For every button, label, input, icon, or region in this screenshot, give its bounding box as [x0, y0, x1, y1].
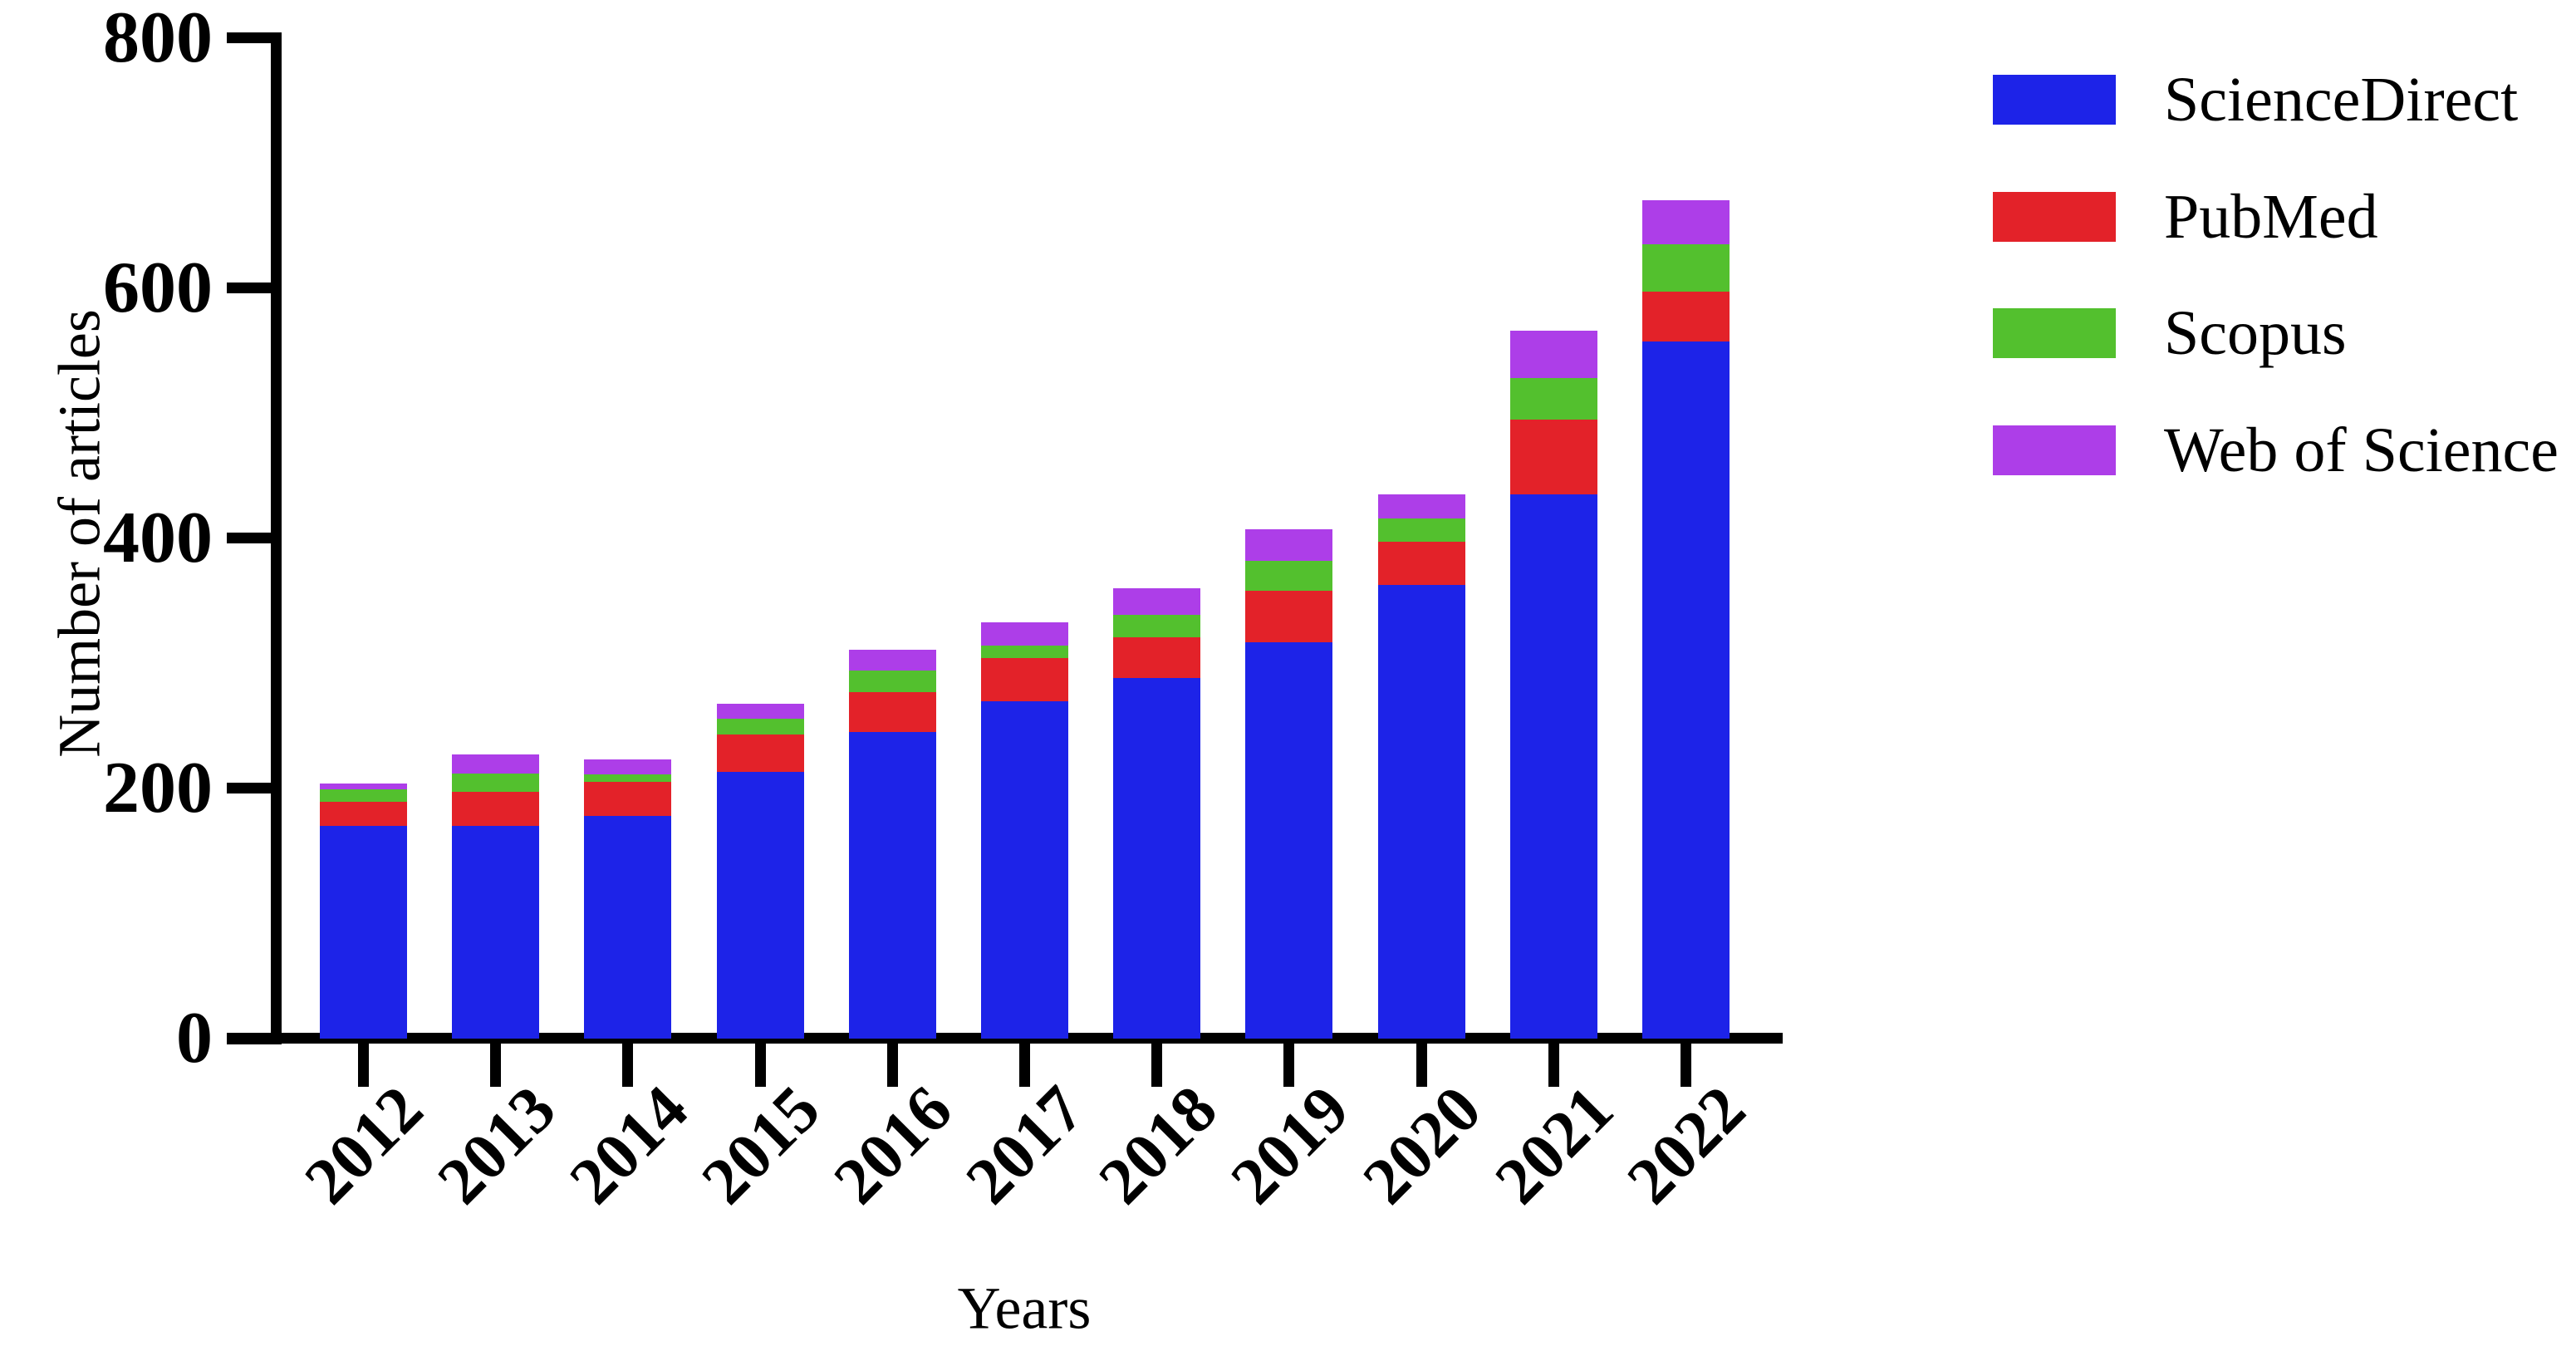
bar-2015-segment-pubmed [716, 734, 804, 773]
x-tick-mark [1283, 1044, 1295, 1087]
y-tick-label: 600 [103, 247, 213, 328]
legend-label-pubmed: PubMed [2164, 182, 2378, 252]
y-tick-mark [227, 783, 282, 794]
bar-2014-segment-web-of-science [584, 759, 672, 775]
bar-2012-segment-sciencedirect [319, 826, 407, 1039]
bar-2012 [319, 0, 407, 1039]
bar-2016-segment-scopus [848, 671, 936, 692]
bar-2017-segment-sciencedirect [980, 700, 1068, 1039]
bar-2015-segment-web-of-science [716, 703, 804, 719]
bar-2017-segment-scopus [980, 646, 1068, 659]
y-tick-mark [227, 32, 282, 44]
bar-2013-segment-web-of-science [452, 754, 540, 774]
bar-2015-segment-sciencedirect [716, 772, 804, 1039]
x-tick-mark [754, 1044, 766, 1087]
y-tick-label: 800 [103, 0, 213, 78]
bar-2021 [1509, 0, 1597, 1039]
bar-2012-segment-pubmed [319, 802, 407, 827]
bar-2022-segment-pubmed [1641, 292, 1730, 342]
bar-2013-segment-pubmed [452, 792, 540, 827]
y-tick-mark [227, 1033, 282, 1044]
bar-2021-segment-pubmed [1509, 419, 1597, 495]
legend-swatch-sciencedirect [1993, 75, 2116, 125]
bar-2019-segment-scopus [1245, 560, 1333, 592]
bar-2012-segment-scopus [319, 789, 407, 803]
bar-2014-segment-pubmed [584, 782, 672, 817]
legend-label-scopus: Scopus [2164, 298, 2347, 368]
bar-2018-segment-sciencedirect [1113, 678, 1201, 1039]
x-tick-mark [1018, 1044, 1030, 1087]
y-tick-label: 200 [103, 747, 213, 828]
bar-2022-segment-web-of-science [1641, 200, 1730, 245]
bar-2019-segment-pubmed [1245, 591, 1333, 642]
bar-2012-segment-web-of-science [319, 783, 407, 790]
x-tick-mark [1151, 1044, 1163, 1087]
bar-2022-segment-sciencedirect [1641, 341, 1730, 1039]
bar-2020-segment-sciencedirect [1377, 584, 1465, 1039]
x-tick-mark [1416, 1044, 1427, 1087]
bar-2016-segment-sciencedirect [848, 732, 936, 1039]
x-tick-mark [357, 1044, 369, 1087]
bar-2018-segment-web-of-science [1113, 588, 1201, 615]
y-tick-mark [227, 533, 282, 544]
bar-2016-segment-web-of-science [848, 649, 936, 671]
x-tick-mark [1680, 1044, 1691, 1087]
bar-2014-segment-scopus [584, 774, 672, 783]
bar-2022-segment-scopus [1641, 244, 1730, 292]
legend-swatch-web-of-science [1993, 425, 2116, 475]
bar-2021-segment-web-of-science [1509, 330, 1597, 379]
legend-label-sciencedirect: ScienceDirect [2164, 65, 2519, 135]
bar-2019-segment-web-of-science [1245, 529, 1333, 561]
bar-2019 [1245, 0, 1333, 1039]
bar-2018 [1113, 0, 1201, 1039]
bar-2018-segment-pubmed [1113, 636, 1201, 679]
bar-2014-segment-sciencedirect [584, 816, 672, 1039]
bar-2014 [584, 0, 672, 1039]
legend-swatch-scopus [1993, 308, 2116, 358]
legend-swatch-pubmed [1993, 192, 2116, 242]
y-tick-mark [227, 282, 282, 294]
x-tick-mark [490, 1044, 502, 1087]
bar-2021-segment-scopus [1509, 378, 1597, 420]
x-tick-mark [886, 1044, 898, 1087]
bar-2017-segment-pubmed [980, 658, 1068, 701]
bar-2020-segment-web-of-science [1377, 494, 1465, 518]
bar-2013 [452, 0, 540, 1039]
bar-2020-segment-pubmed [1377, 542, 1465, 585]
bar-2020 [1377, 0, 1465, 1039]
bar-2016-segment-pubmed [848, 691, 936, 733]
bar-2021-segment-sciencedirect [1509, 494, 1597, 1039]
x-tick-mark [622, 1044, 634, 1087]
bar-2013-segment-scopus [452, 773, 540, 793]
bar-2015-segment-scopus [716, 718, 804, 735]
y-tick-label: 400 [103, 497, 213, 578]
bar-2015 [716, 0, 804, 1039]
bar-2013-segment-sciencedirect [452, 826, 540, 1039]
bar-2022 [1641, 0, 1730, 1039]
bar-2017 [980, 0, 1068, 1039]
bar-2020-segment-scopus [1377, 518, 1465, 543]
bar-2018-segment-scopus [1113, 614, 1201, 637]
bar-2017-segment-web-of-science [980, 622, 1068, 646]
legend-label-web-of-science: Web of Science [2164, 415, 2559, 485]
x-tick-mark [1548, 1044, 1559, 1087]
y-tick-label: 0 [176, 998, 213, 1078]
x-axis-title: Years [957, 1275, 1092, 1342]
bar-2019-segment-sciencedirect [1245, 641, 1333, 1039]
bar-2016 [848, 0, 936, 1039]
